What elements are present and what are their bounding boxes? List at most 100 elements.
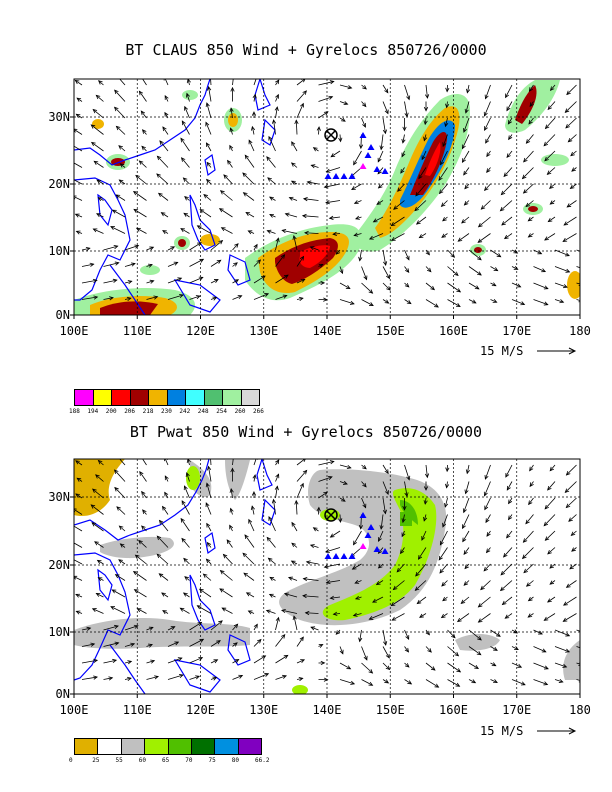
wind-vector xyxy=(230,508,233,515)
wind-vector xyxy=(232,79,234,86)
wind-vector xyxy=(76,113,83,119)
wind-vector-head xyxy=(287,576,293,581)
wind-vector xyxy=(253,94,256,102)
wind-vector xyxy=(74,179,83,185)
wind-vector-head xyxy=(423,106,429,112)
wind-vector-head xyxy=(251,491,257,496)
wind-vector xyxy=(523,563,534,573)
x-tick-label: 120E xyxy=(186,324,215,338)
wind-vector xyxy=(180,138,190,152)
wind-vector xyxy=(533,266,546,272)
wind-vector-head xyxy=(212,296,218,301)
panel1-scale-label: 15 M/S xyxy=(480,344,524,358)
wind-vector xyxy=(305,612,319,614)
wind-vector xyxy=(554,679,563,683)
wind-vector-head xyxy=(156,535,162,541)
wind-vector-head xyxy=(114,574,120,579)
wind-vector xyxy=(275,486,278,499)
wind-vector xyxy=(318,461,334,466)
wind-vector-head xyxy=(181,120,186,126)
wind-vector xyxy=(93,228,104,234)
wind-vector xyxy=(378,547,384,554)
wind-vector-head xyxy=(186,459,191,463)
wind-vector xyxy=(197,605,212,614)
wind-vector xyxy=(415,563,427,577)
gyre-triangle-icon xyxy=(381,168,389,174)
wind-vector xyxy=(232,279,239,284)
wind-vector xyxy=(296,256,304,267)
wind-vector xyxy=(404,299,412,304)
wind-vector-head xyxy=(565,583,571,588)
wind-vector xyxy=(545,530,556,541)
wind-vector xyxy=(74,145,83,152)
wind-vector xyxy=(183,592,190,598)
wind-vector-head xyxy=(401,532,406,538)
wind-vector xyxy=(550,84,556,91)
wind-vector-head xyxy=(234,659,240,664)
wind-vector-head xyxy=(456,668,462,673)
wind-vector-head xyxy=(294,119,299,125)
wind-vector xyxy=(275,94,279,102)
wind-vector xyxy=(318,81,334,86)
wind-vector-head xyxy=(441,233,446,238)
gyre-triangle-icon xyxy=(367,524,375,530)
panel2-colorbar xyxy=(74,738,262,755)
wind-vector xyxy=(566,200,577,208)
wind-vector xyxy=(353,530,362,545)
wind-vector-head xyxy=(483,186,489,192)
wind-vector-head xyxy=(349,300,355,305)
wind-vector-head xyxy=(248,139,253,145)
wind-vector xyxy=(207,542,212,548)
gyre-triangle-icon xyxy=(381,548,389,554)
wind-vector-head xyxy=(318,263,324,268)
wind-vector xyxy=(446,101,448,108)
wind-vector-head xyxy=(332,611,338,616)
wind-vector-head xyxy=(484,126,488,131)
wind-vector xyxy=(464,563,470,569)
wind-vector-head xyxy=(565,471,571,476)
wind-vector xyxy=(205,122,212,135)
wind-vector xyxy=(275,274,289,284)
wind-vector xyxy=(404,101,408,117)
wind-vector-head xyxy=(565,648,571,653)
wind-vector xyxy=(146,280,154,284)
wind-vector-head xyxy=(218,240,224,245)
wind-vector xyxy=(554,249,570,257)
wind-vector xyxy=(310,246,319,251)
wind-vector xyxy=(424,117,427,125)
wind-vector-head xyxy=(223,174,228,179)
wind-vector-head xyxy=(384,299,390,304)
wind-vector-head xyxy=(445,483,450,489)
wind-vector-head xyxy=(281,633,286,639)
wind-vector-head xyxy=(425,250,430,256)
wind-vector-head xyxy=(93,675,98,680)
colorbar-swatch xyxy=(204,390,223,405)
wind-vector xyxy=(361,679,373,686)
wind-vector-head xyxy=(275,93,279,99)
wind-vector xyxy=(248,519,255,532)
wind-vector xyxy=(393,200,405,210)
wind-vector xyxy=(563,613,577,622)
gyre-triangle-icon xyxy=(340,173,348,179)
wind-vector xyxy=(468,629,482,641)
wind-vector xyxy=(425,646,432,653)
wind-vector xyxy=(505,464,513,478)
wind-vector xyxy=(339,117,346,122)
wind-vector xyxy=(484,117,491,131)
wind-vector xyxy=(569,563,577,570)
panel1-gyre-center-icon xyxy=(324,128,338,142)
wind-vector xyxy=(571,547,577,552)
wind-vector-head xyxy=(543,521,549,527)
wind-vector-head xyxy=(405,255,410,261)
wind-vector xyxy=(373,216,384,223)
wind-vector-head xyxy=(141,490,146,496)
wind-vector-head xyxy=(282,674,287,679)
wind-vector xyxy=(382,101,389,114)
wind-vector-head xyxy=(513,265,519,270)
wind-vector xyxy=(164,459,169,466)
wind-vector-head xyxy=(426,267,432,273)
wind-vector xyxy=(253,293,269,300)
wind-vector-head xyxy=(566,90,571,96)
wind-vector xyxy=(76,610,83,614)
wind-vector-head xyxy=(179,607,185,612)
